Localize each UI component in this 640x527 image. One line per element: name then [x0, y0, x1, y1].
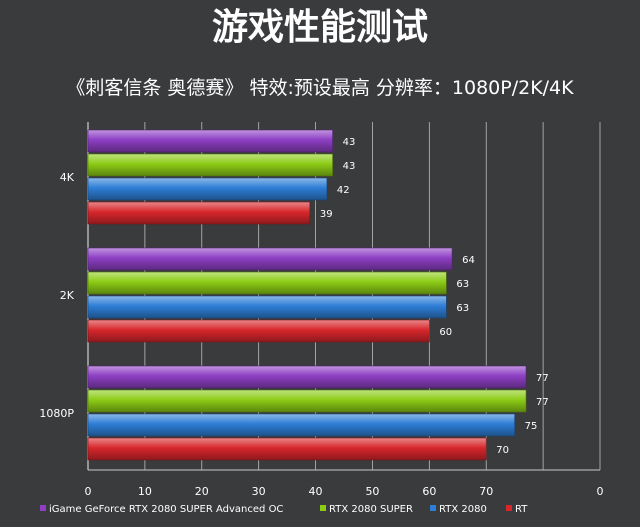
- bar-value-label: 77: [536, 373, 549, 384]
- bar: [87, 295, 447, 319]
- bar-value-label: 43: [343, 161, 356, 172]
- bar: [87, 201, 311, 225]
- bar-value-label: 43: [343, 137, 356, 148]
- category-label: 4K: [60, 171, 75, 184]
- x-tick-label: 0: [597, 485, 604, 498]
- legend-marker: [40, 505, 46, 511]
- legend-marker: [320, 505, 326, 511]
- bar-value-label: 70: [496, 445, 509, 456]
- x-tick-label: 50: [365, 485, 379, 498]
- legend-label: RT: [515, 504, 528, 515]
- bar: [87, 365, 527, 389]
- x-tick-label: 20: [195, 485, 209, 498]
- bar: [87, 389, 527, 413]
- bars: [87, 129, 527, 461]
- bar-value-label: 77: [536, 397, 549, 408]
- bar-value-label: 64: [462, 255, 475, 266]
- bar-value-label: 60: [439, 327, 452, 338]
- bar: [87, 177, 328, 201]
- legend: iGame GeForce RTX 2080 SUPER Advanced OC…: [40, 504, 528, 515]
- bar: [87, 437, 487, 461]
- bar: [87, 129, 333, 153]
- chart-title: 游戏性能测试: [211, 7, 428, 48]
- category-label: 1080P: [39, 407, 74, 420]
- bar: [87, 271, 447, 295]
- legend-label: RTX 2080 SUPER: [329, 504, 413, 515]
- legend-marker: [506, 505, 512, 511]
- bar: [87, 247, 453, 271]
- x-tick-label: 60: [422, 485, 436, 498]
- x-tick-label: 70: [479, 485, 493, 498]
- chart-subtitle: 《刺客信条 奥德赛》 特效:预设最高 分辨率：1080P/2K/4K: [66, 77, 574, 99]
- data-labels: 43 43 42 39 64 63 63 60 77 77 75 70: [320, 137, 549, 456]
- x-tick-label: 0: [85, 485, 92, 498]
- axes: 0 10 20 30 40 50 60 70 0 4K 2K 1080P: [39, 171, 603, 498]
- x-tick-label: 10: [138, 485, 152, 498]
- legend-marker: [430, 505, 436, 511]
- bar-value-label: 75: [525, 421, 538, 432]
- bar: [87, 413, 515, 437]
- bar: [87, 153, 333, 177]
- category-label: 2K: [60, 289, 75, 302]
- bar-value-label: 63: [456, 303, 469, 314]
- bar-value-label: 42: [337, 185, 350, 196]
- legend-label: RTX 2080: [439, 504, 487, 515]
- x-tick-label: 30: [252, 485, 266, 498]
- x-tick-label: 40: [309, 485, 323, 498]
- bar-value-label: 39: [320, 209, 333, 220]
- bar-value-label: 63: [456, 279, 469, 290]
- legend-label: iGame GeForce RTX 2080 SUPER Advanced OC: [49, 504, 283, 515]
- bar: [87, 319, 430, 343]
